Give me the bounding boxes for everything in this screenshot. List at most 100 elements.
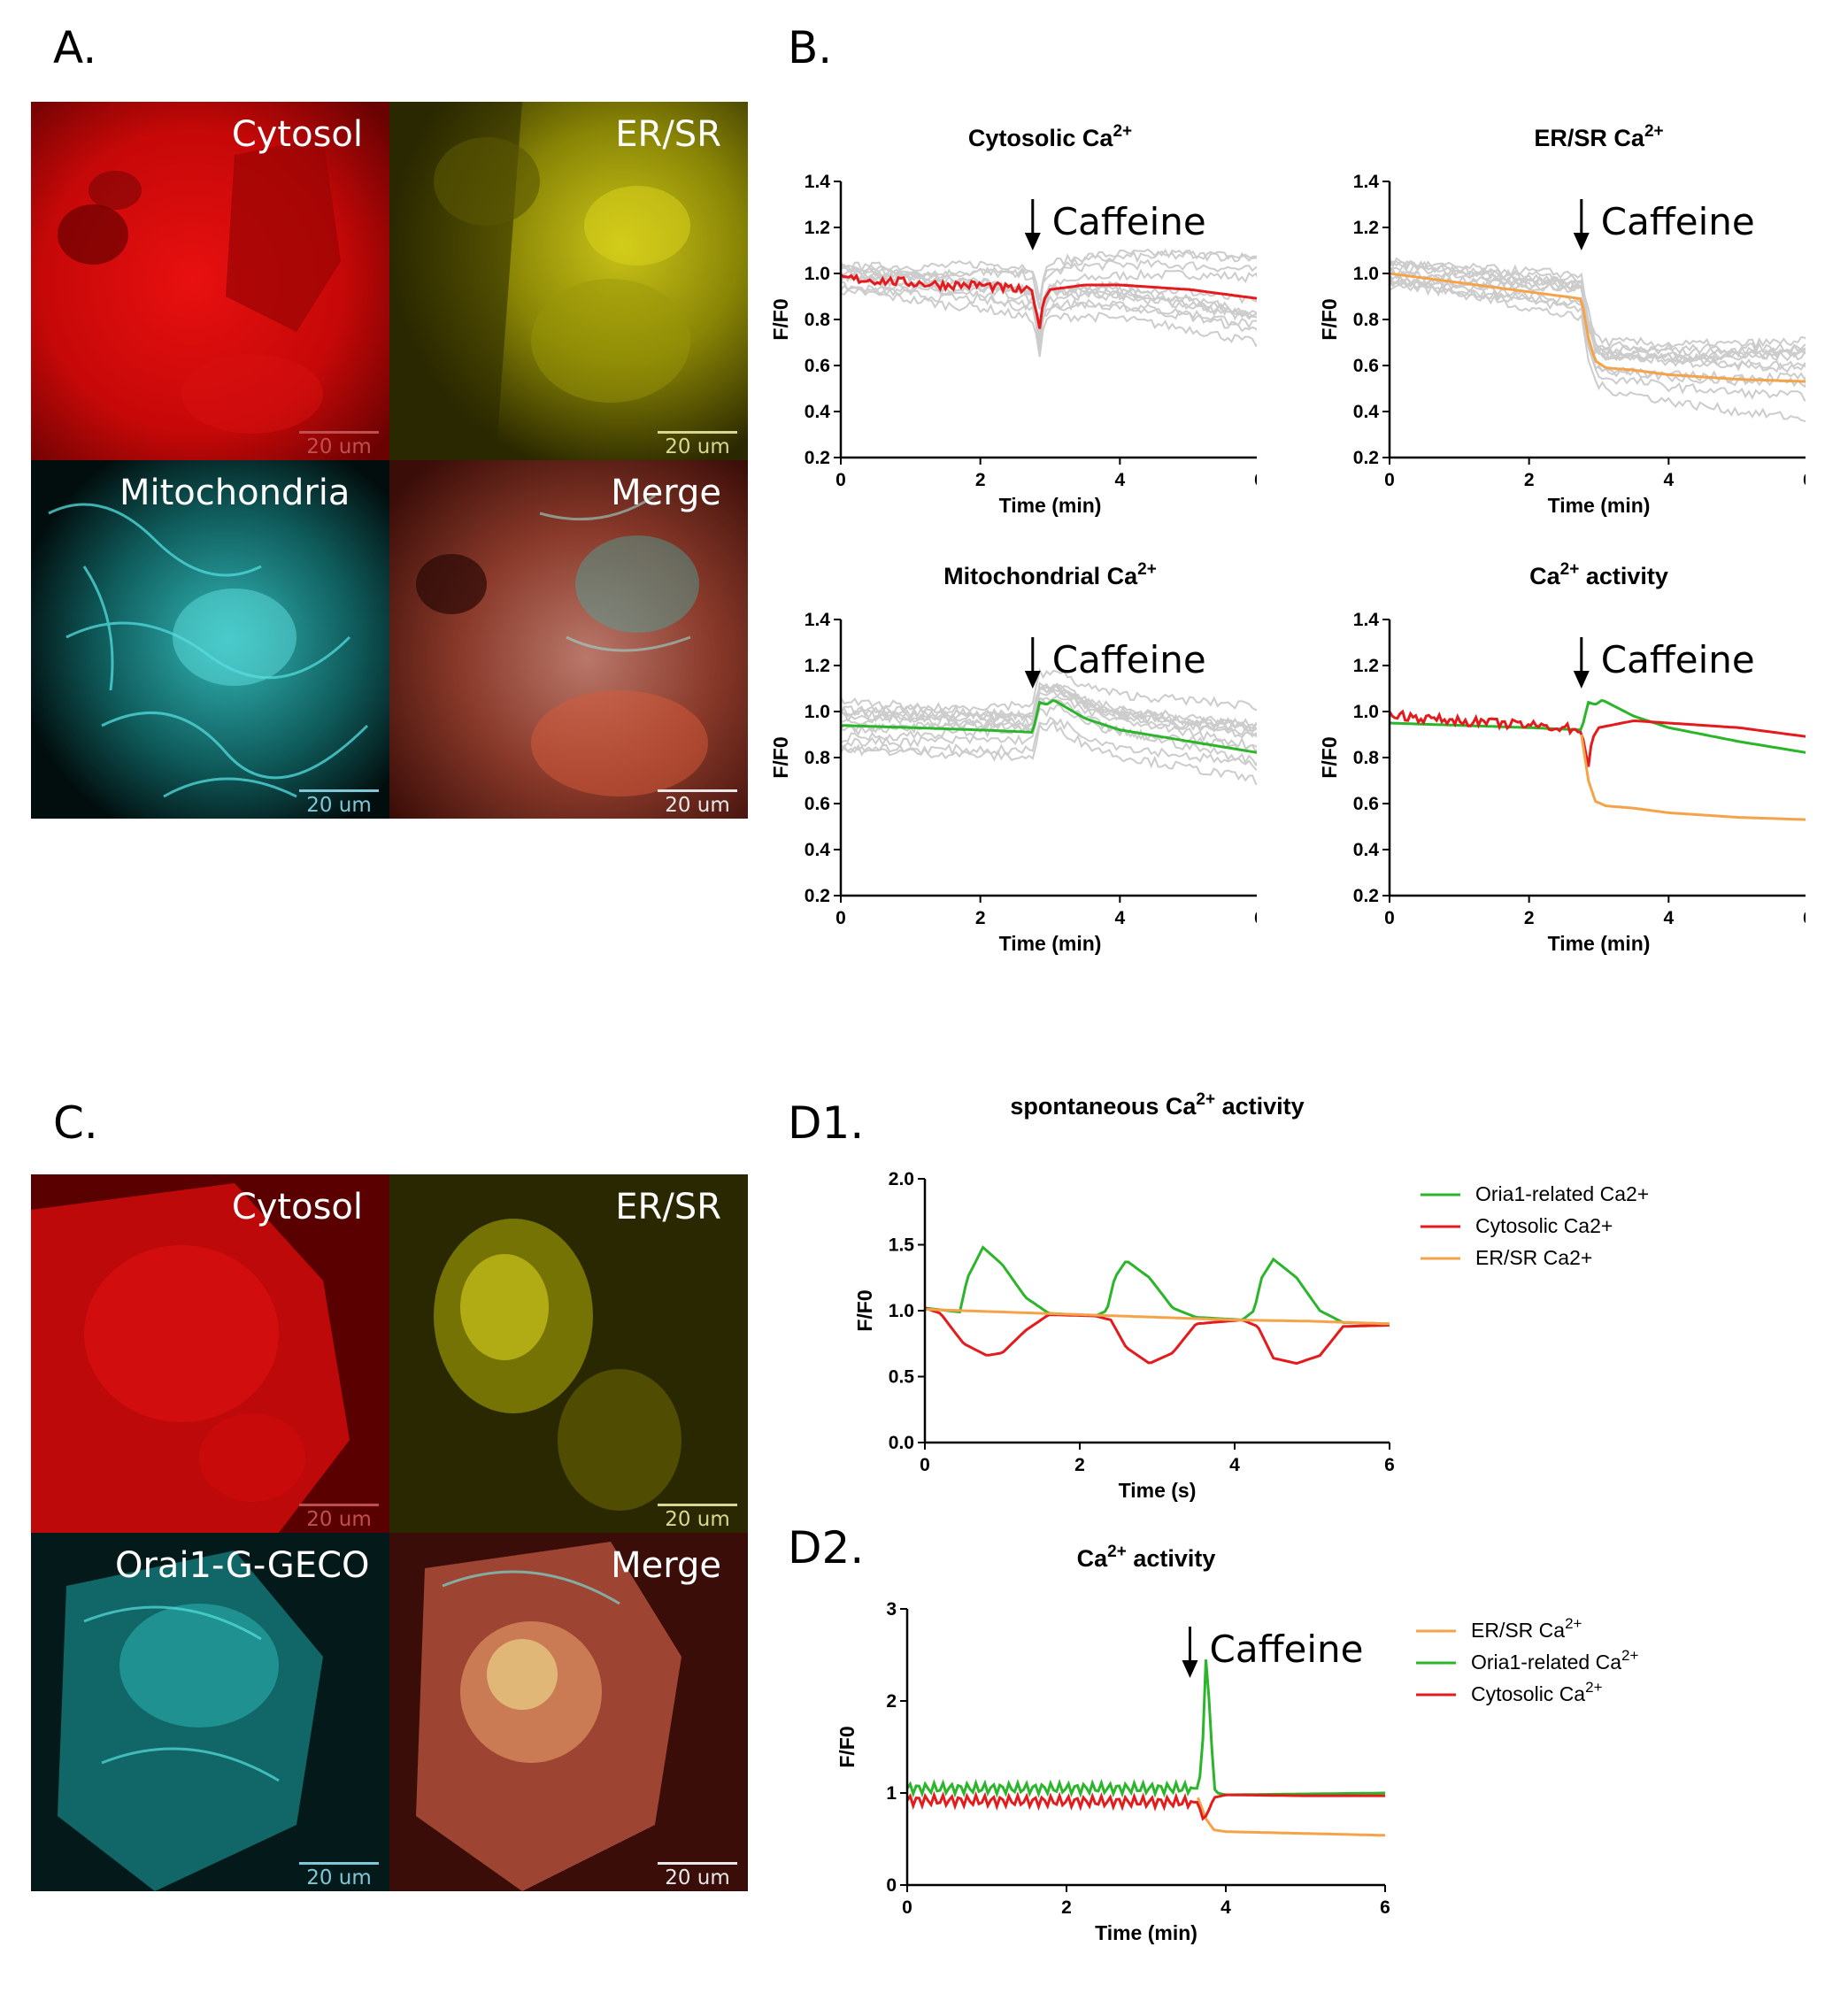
micrograph-merge: Merge 20 um [389,460,748,819]
x-tick-label: 0 [902,1897,912,1918]
y-tick-label: 0.8 [1353,748,1380,768]
x-tick-label: 2 [975,908,986,928]
x-tick-label: 6 [1803,470,1806,490]
micrograph-grid-c: Cytosol 20 um ER/SR 20 um Orai1-G-GECO 2… [31,1174,748,1891]
y-tick-label: 1.0 [889,1301,914,1321]
replicate-trace [840,719,1257,786]
y-tick-label: 1.4 [805,172,831,192]
replicate-trace [1389,283,1806,383]
y-tick-label: 0.8 [805,748,831,768]
y-tick-label: 0.6 [805,794,830,814]
y-tick-label: 0.2 [1353,448,1379,468]
merge-image [389,1533,748,1891]
caffeine-label: Caffeine [1052,200,1206,243]
series-line [1389,272,1806,383]
x-axis-label: Time (s) [1119,1479,1197,1502]
replicate-trace [1389,260,1806,350]
caffeine-label: Caffeine [1210,1627,1364,1671]
y-tick-label: 0.4 [805,840,831,860]
series-line [840,273,1257,329]
chart-title: Mitochondrial Ca2+ [943,560,1157,589]
replicate-trace [840,248,1257,301]
replicate-trace [840,284,1257,358]
er-image [389,102,748,460]
x-tick-label: 4 [1114,470,1125,490]
channel-label: Cytosol [231,1187,363,1227]
channel-label: Mitochondria [119,473,350,513]
y-tick-label: 0.2 [805,886,830,906]
x-tick-label: 2 [1061,1897,1072,1918]
x-tick-label: 4 [1663,908,1674,928]
micrograph-merge: Merge 20 um [389,1533,748,1891]
panel-label-c: C. [53,1097,98,1149]
y-tick-label: 1.4 [1353,172,1380,192]
y-tick-label: 1.0 [1353,702,1379,722]
micrograph-cytosol: Cytosol 20 um [31,102,389,460]
orai1-image [31,1533,389,1891]
series-line [1389,699,1806,754]
y-axis-label: F/F0 [835,1726,859,1767]
replicate-trace [840,697,1257,767]
caffeine-label: Caffeine [1601,638,1755,681]
x-tick-label: 6 [1380,1897,1390,1918]
x-tick-label: 6 [1254,470,1257,490]
x-tick-label: 4 [1114,908,1125,928]
cytosol-image [31,102,389,460]
y-axis-label: F/F0 [853,1289,876,1331]
chart-mitochondrial-ca: Mitochondrial Ca2+ 0.2 0.4 0.6 0.8 1.0 1.2 1.4 0… [769,560,1257,955]
er-image [389,1174,748,1533]
channel-label: Merge [611,473,721,513]
series-line [840,699,1257,754]
y-tick-label: 1.0 [1353,264,1379,284]
micrograph-cytosol: Cytosol 20 um [31,1174,389,1533]
caffeine-label: Caffeine [1601,200,1755,243]
y-tick-label: 1.2 [1353,218,1379,238]
series-line [924,1308,1390,1326]
y-tick-label: 1.2 [805,656,830,676]
replicate-trace [840,281,1257,350]
y-axis-label: F/F0 [769,298,792,340]
replicate-trace [840,250,1257,310]
y-tick-label: 1.2 [1353,656,1379,676]
y-tick-label: 0.4 [1353,402,1380,422]
x-tick-label: 4 [1663,470,1674,490]
replicate-trace [840,667,1257,718]
y-tick-label: 3 [886,1599,897,1620]
x-tick-label: 0 [835,470,846,490]
x-tick-label: 6 [1803,908,1806,928]
replicate-trace [1389,277,1806,402]
panel-label-d2: D2. [788,1522,865,1574]
y-tick-label: 0.2 [1353,886,1379,906]
y-tick-label: 0 [886,1875,897,1896]
y-tick-label: 1.0 [805,264,830,284]
x-tick-label: 4 [1229,1455,1240,1475]
x-axis-label: Time (min) [1548,932,1651,955]
series-line [1580,734,1806,821]
micrograph-er: ER/SR 20 um [389,102,748,460]
chart-title: ER/SR Ca2+ [1534,122,1663,151]
series-line [924,1306,1390,1366]
caffeine-label: Caffeine [1052,638,1206,681]
legend-label: Cytosolic Ca2+ [1471,1679,1603,1705]
y-tick-label: 0.8 [805,310,831,330]
channel-label: ER/SR [615,1187,721,1227]
replicate-trace [840,258,1257,309]
y-tick-label: 1.4 [805,610,831,630]
x-tick-label: 2 [1524,470,1535,490]
channel-label: Orai1-G-GECO [115,1545,370,1586]
scale-bar: 20 um [299,1504,379,1531]
mitochondria-image [31,460,389,819]
merge-image [389,460,748,819]
chart-er-sr-ca: ER/SR Ca2+ 0.2 0.4 0.6 0.8 1.0 1.2 1.4 0 2 4 6 Time … [1318,122,1806,517]
caffeine-arrow-head [1024,671,1041,689]
micrograph-grid-a: Cytosol 20 um ER/SR 20 um Mitochondria 2… [31,102,748,819]
x-tick-label: 0 [1384,470,1395,490]
micrograph-mitochondria: Mitochondria 20 um [31,460,389,819]
replicate-trace [840,684,1257,739]
x-axis-label: Time (min) [999,932,1102,955]
caffeine-arrow-head [1573,233,1590,250]
y-tick-label: 1.0 [805,702,830,722]
y-tick-label: 0.5 [889,1367,915,1388]
x-tick-label: 4 [1220,1897,1231,1918]
x-tick-label: 2 [1524,908,1535,928]
